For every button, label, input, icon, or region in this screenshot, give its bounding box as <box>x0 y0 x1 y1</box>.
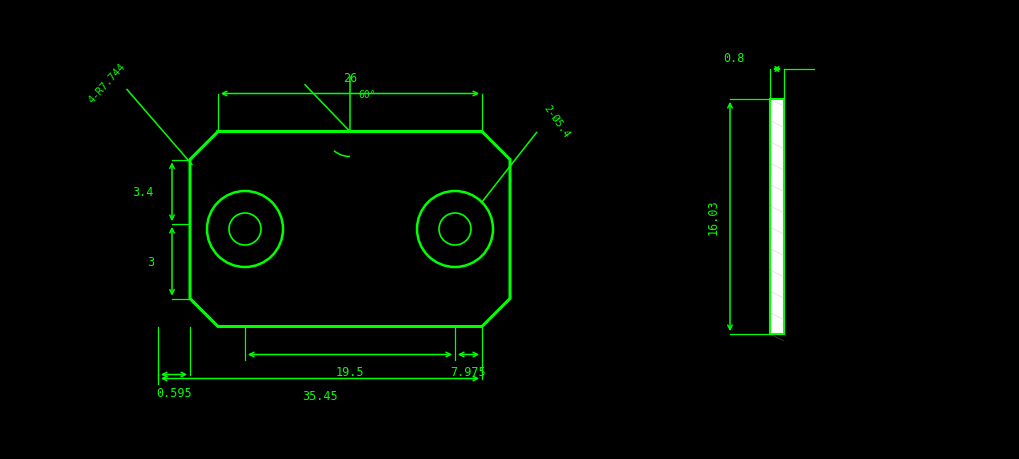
Text: 19.5: 19.5 <box>335 366 364 379</box>
Text: 4-R7.744: 4-R7.744 <box>87 62 127 105</box>
Text: 3: 3 <box>147 255 154 268</box>
Text: 60°: 60° <box>358 90 376 99</box>
Bar <box>770 100 784 334</box>
Text: 16.03: 16.03 <box>707 199 720 235</box>
Text: 35.45: 35.45 <box>303 390 338 403</box>
Text: 0.595: 0.595 <box>156 386 192 400</box>
Text: 0.8: 0.8 <box>723 52 745 65</box>
Text: 3.4: 3.4 <box>132 186 154 199</box>
Text: 7.975: 7.975 <box>450 366 486 379</box>
Text: 2-Ø5.4: 2-Ø5.4 <box>542 103 572 140</box>
Text: 26: 26 <box>342 71 357 84</box>
